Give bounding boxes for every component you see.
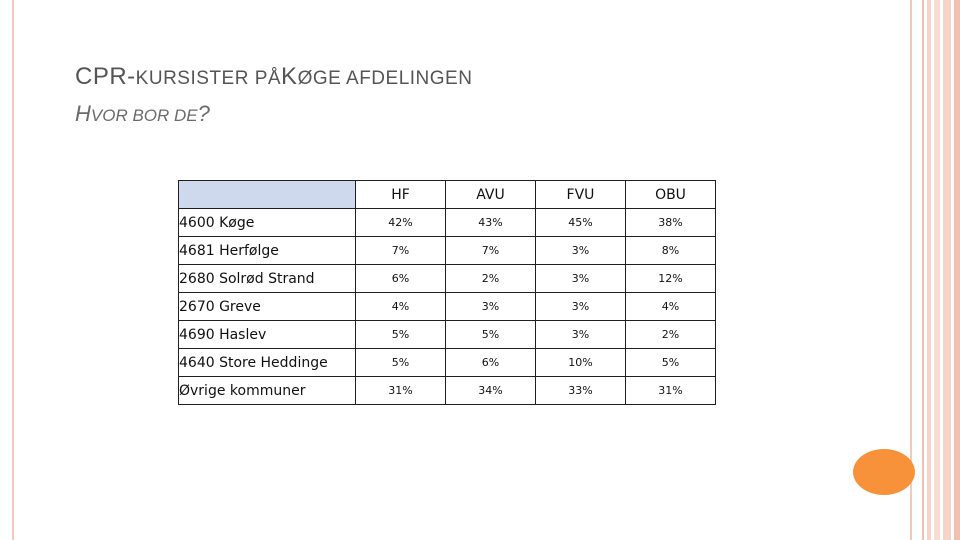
- table-cell: 10%: [535, 348, 626, 377]
- column-header-fvu: FVU: [535, 180, 626, 209]
- table-row: 4640 Store Heddinge 5% 6% 10% 5%: [178, 348, 716, 377]
- table-cell: 34%: [445, 376, 536, 405]
- table-cell: 12%: [625, 264, 716, 293]
- row-label: 4681 Herfølge: [178, 236, 356, 265]
- decorative-stripes: [920, 0, 960, 540]
- table-cell: 7%: [355, 236, 446, 265]
- column-header-obu: OBU: [625, 180, 716, 209]
- residence-table: HF AVU FVU OBU 4600 Køge 42% 43% 45% 38%…: [178, 180, 716, 405]
- table-cell: 3%: [535, 236, 626, 265]
- column-header-avu: AVU: [445, 180, 536, 209]
- orange-circle-decoration: [853, 449, 915, 495]
- row-label: 2680 Solrød Strand: [178, 264, 356, 293]
- row-label: Øvrige kommuner: [178, 376, 356, 405]
- row-label: 4600 Køge: [178, 208, 356, 237]
- table-cell: 2%: [625, 320, 716, 349]
- table-cell: 6%: [355, 264, 446, 293]
- table-cell: 43%: [445, 208, 536, 237]
- table-cell: 3%: [535, 292, 626, 321]
- table-cell: 5%: [355, 320, 446, 349]
- table-row: 4600 Køge 42% 43% 45% 38%: [178, 208, 716, 237]
- table-row: 2670 Greve 4% 3% 3% 4%: [178, 292, 716, 321]
- table-cell: 3%: [535, 320, 626, 349]
- slide-frame: [12, 0, 912, 540]
- slide-subtitle: HVOR BOR DE?: [75, 101, 210, 126]
- table-cell: 31%: [625, 376, 716, 405]
- table-header-row: HF AVU FVU OBU: [178, 180, 716, 209]
- table-cell: 5%: [445, 320, 536, 349]
- row-label: 4640 Store Heddinge: [178, 348, 356, 377]
- table-row: 2680 Solrød Strand 6% 2% 3% 12%: [178, 264, 716, 293]
- row-label: 2670 Greve: [178, 292, 356, 321]
- table-cell: 6%: [445, 348, 536, 377]
- table-cell: 45%: [535, 208, 626, 237]
- table-cell: 4%: [625, 292, 716, 321]
- table-cell: 8%: [625, 236, 716, 265]
- table-row: Øvrige kommuner 31% 34% 33% 31%: [178, 376, 716, 405]
- table-row: 4690 Haslev 5% 5% 3% 2%: [178, 320, 716, 349]
- table-cell: 7%: [445, 236, 536, 265]
- table-cell: 5%: [355, 348, 446, 377]
- slide-title: CPR-KURSISTER PÅKØGE AFDELINGEN: [75, 63, 473, 90]
- table-cell: 2%: [445, 264, 536, 293]
- column-header-hf: HF: [355, 180, 446, 209]
- table-cell: 4%: [355, 292, 446, 321]
- row-label: 4690 Haslev: [178, 320, 356, 349]
- table-cell: 38%: [625, 208, 716, 237]
- table-cell: 42%: [355, 208, 446, 237]
- table-cell: 33%: [535, 376, 626, 405]
- table-row: 4681 Herfølge 7% 7% 3% 8%: [178, 236, 716, 265]
- table-cell: 31%: [355, 376, 446, 405]
- table-cell: 3%: [535, 264, 626, 293]
- table-corner-cell: [178, 180, 356, 209]
- table-cell: 5%: [625, 348, 716, 377]
- table-cell: 3%: [445, 292, 536, 321]
